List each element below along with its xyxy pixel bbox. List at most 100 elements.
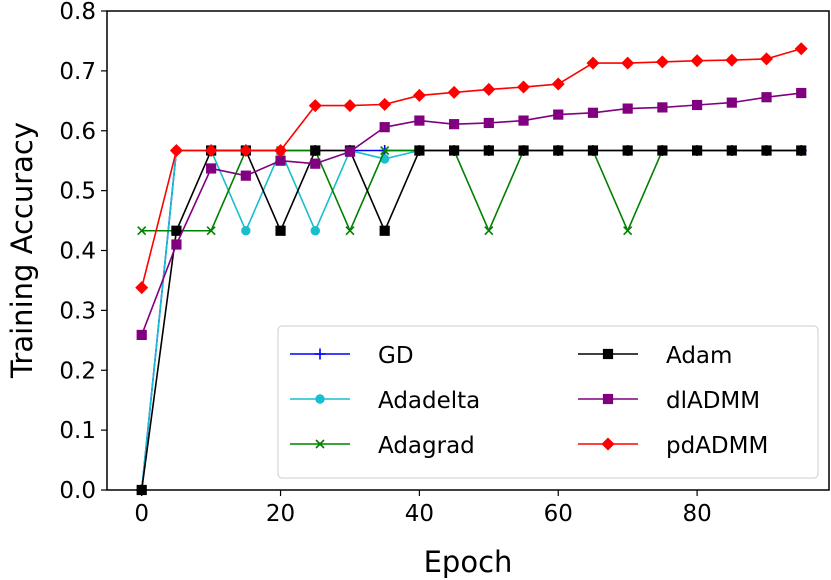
data-point-adadelta-3 — [241, 226, 251, 236]
data-point-dladmm-8 — [414, 115, 425, 126]
data-point-adagrad-7 — [380, 145, 390, 156]
legend-entry-adam: Adam — [578, 343, 732, 369]
data-point-dladmm-14 — [622, 103, 633, 114]
data-point-adagrad-14 — [623, 226, 633, 236]
data-point-dladmm-1 — [171, 239, 182, 250]
y-tick-label-3: 0.3 — [59, 298, 96, 324]
legend-label-adagrad: Adagrad — [378, 433, 475, 459]
legend-entry-adadelta: Adadelta — [290, 388, 480, 414]
legend-entry-pdadmm: pdADMM — [578, 433, 768, 459]
data-point-dladmm-18 — [761, 92, 772, 103]
data-point-dladmm-7 — [379, 122, 390, 133]
data-point-pdadmm-18 — [760, 52, 774, 66]
data-point-adam-19 — [796, 145, 807, 156]
data-point-dladmm-9 — [449, 119, 460, 130]
legend-entry-adagrad: Adagrad — [290, 433, 475, 459]
data-point-adadelta-5 — [310, 226, 320, 236]
legend-label-dladmm: dlADMM — [666, 388, 760, 414]
data-point-adam-5 — [310, 145, 321, 156]
legend-marker-pdadmm — [601, 437, 615, 451]
legend-entry-gd: GD — [290, 343, 414, 369]
data-point-adam-7 — [379, 225, 390, 236]
data-point-pdadmm-5 — [308, 99, 322, 113]
y-tick-label-8: 0.8 — [59, 0, 96, 25]
data-point-pdadmm-10 — [482, 82, 496, 96]
series-line-pdadmm — [140, 47, 802, 288]
data-point-adam-4 — [275, 225, 286, 236]
data-point-adam-9 — [449, 145, 460, 156]
data-point-adagrad-6 — [345, 226, 355, 236]
data-point-dladmm-6 — [344, 146, 356, 157]
data-point-dladmm-19 — [796, 87, 807, 99]
data-point-dladmm-12 — [553, 109, 564, 120]
data-point-dladmm-10 — [483, 117, 494, 129]
y-tick-label-1: 0.1 — [59, 418, 96, 444]
data-point-adam-1 — [171, 225, 182, 236]
data-point-adam-10 — [483, 145, 494, 156]
legend-entry-dladmm: dlADMM — [578, 388, 760, 414]
data-point-pdadmm-17 — [725, 53, 739, 67]
x-tick-label-40: 40 — [405, 501, 434, 527]
x-tick-label-80: 80 — [682, 501, 711, 527]
y-tick-label-0: 0.0 — [59, 478, 96, 504]
legend: GD Adadelta Adagrad Adam dlADMM pdADMM — [277, 325, 819, 479]
data-point-dladmm-2 — [206, 163, 217, 174]
legend-marker-adagrad — [315, 439, 325, 449]
series-pdadmm — [135, 42, 808, 295]
data-point-dladmm-4 — [275, 155, 286, 166]
legend-label-pdadmm: pdADMM — [666, 433, 768, 459]
data-point-pdadmm-9 — [447, 85, 461, 99]
legend-label-gd: GD — [378, 343, 414, 369]
data-point-pdadmm-8 — [412, 88, 426, 102]
data-point-adam-13 — [587, 145, 599, 156]
data-point-adam-12 — [553, 145, 564, 156]
data-point-pdadmm-7 — [378, 97, 392, 111]
series-line-adam — [140, 149, 802, 491]
data-point-dladmm-16 — [691, 99, 703, 111]
series-layer — [135, 42, 808, 496]
legend-label-adadelta: Adadelta — [378, 388, 480, 414]
data-point-pdadmm-16 — [690, 54, 704, 68]
data-point-dladmm-11 — [518, 115, 529, 126]
data-point-adam-15 — [657, 145, 668, 156]
axes-layer: 0 20 40 60 80 0.0 0.1 0.2 0.3 0.4 0.5 0.6 0.7 0.8 — [59, 0, 711, 527]
y-tick-label-2: 0.2 — [59, 358, 96, 384]
data-point-pdadmm-13 — [586, 56, 600, 70]
series-line-dladmm — [140, 92, 802, 336]
data-point-dladmm-5 — [310, 158, 321, 169]
data-point-adam-17 — [726, 145, 737, 156]
data-point-adam-16 — [691, 145, 703, 156]
data-point-pdadmm-14 — [621, 56, 635, 70]
data-point-dladmm-15 — [657, 102, 668, 113]
series-adagrad — [137, 145, 806, 236]
data-point-pdadmm-19 — [794, 42, 808, 56]
data-point-pdadmm-2 — [204, 144, 218, 158]
data-point-pdadmm-15 — [655, 55, 669, 69]
legend-label-adam: Adam — [666, 343, 732, 369]
x-tick-label-0: 0 — [134, 501, 149, 527]
series-dladmm — [136, 87, 807, 341]
y-axis-label: Training Accuracy — [5, 122, 39, 379]
data-point-dladmm-3 — [240, 170, 251, 181]
data-point-dladmm-0 — [136, 329, 147, 341]
data-point-pdadmm-11 — [517, 80, 531, 94]
data-point-adam-18 — [761, 145, 772, 156]
data-point-adagrad-0 — [137, 226, 147, 236]
data-point-pdadmm-3 — [239, 144, 253, 158]
legend-marker-dladmm — [602, 393, 614, 405]
legend-marker-adam — [602, 348, 614, 360]
y-tick-label-6: 0.6 — [59, 119, 96, 145]
data-point-pdadmm-1 — [169, 144, 183, 158]
y-tick-label-4: 0.4 — [59, 239, 96, 265]
data-point-adagrad-10 — [484, 226, 494, 236]
data-point-pdadmm-12 — [551, 77, 565, 91]
data-point-adam-14 — [622, 145, 633, 156]
data-point-adam-8 — [414, 145, 425, 156]
legend-marker-gd — [314, 348, 326, 360]
data-point-pdadmm-4 — [274, 144, 288, 158]
data-point-adagrad-2 — [206, 226, 216, 236]
legend-box — [277, 325, 819, 479]
data-point-adam-11 — [518, 145, 529, 156]
data-point-pdadmm-6 — [343, 99, 357, 113]
